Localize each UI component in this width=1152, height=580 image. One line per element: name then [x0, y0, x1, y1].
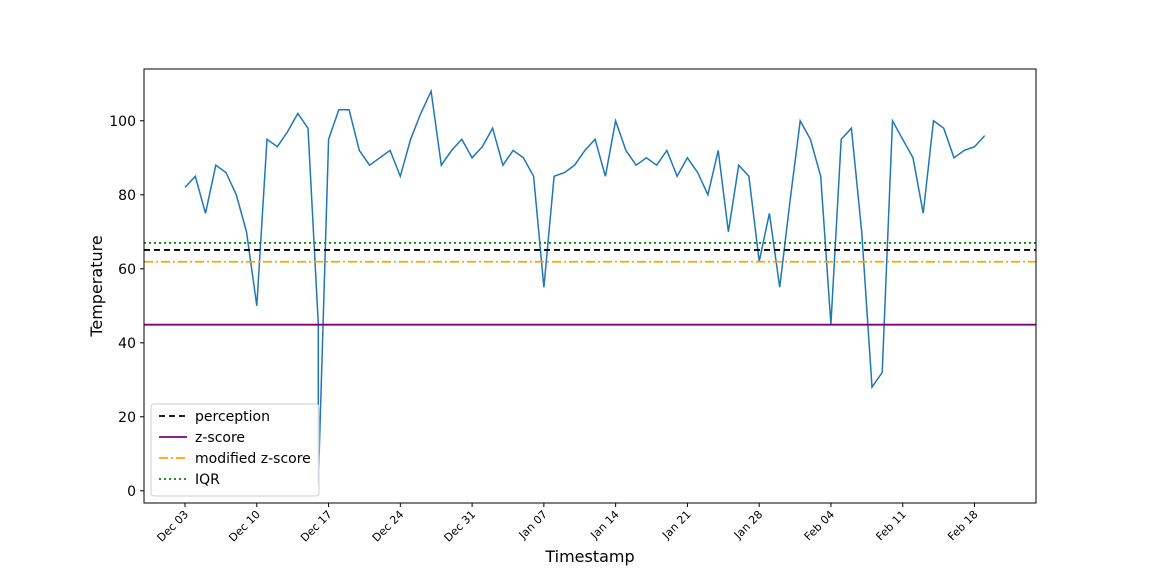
y-tick-label: 40	[118, 336, 136, 352]
legend-label: z-score	[195, 430, 245, 446]
x-tick-label: Dec 10	[226, 508, 263, 545]
x-tick-label: Dec 24	[370, 508, 407, 545]
x-tick-label: Jan 07	[516, 508, 550, 542]
x-tick-label: Jan 21	[659, 508, 693, 542]
y-tick-label: 60	[118, 262, 136, 278]
plot-frame	[143, 68, 1037, 504]
x-tick-label: Jan 14	[587, 508, 621, 542]
legend-label: perception	[195, 409, 270, 425]
x-axis-label: Timestamp	[544, 547, 634, 566]
legend-box	[150, 403, 320, 497]
x-tick-label: Dec 31	[442, 508, 479, 545]
x-tick-label: Feb 11	[873, 508, 908, 543]
y-tick-label: 80	[118, 188, 136, 204]
legend-label: IQR	[195, 472, 220, 488]
y-tick-label: 20	[118, 410, 136, 426]
x-tick-label: Dec 17	[298, 508, 335, 545]
legend-label: modified z-score	[195, 451, 311, 467]
y-axis-label: Temperature	[87, 235, 106, 337]
x-tick-label: Dec 03	[155, 508, 192, 545]
x-tick-label: Feb 18	[945, 508, 980, 543]
data-line	[184, 88, 986, 484]
y-tick-label: 0	[127, 484, 136, 500]
y-tick-label: 100	[109, 114, 136, 130]
x-tick-label: Jan 28	[731, 508, 765, 542]
x-tick-label: Feb 04	[802, 508, 837, 543]
